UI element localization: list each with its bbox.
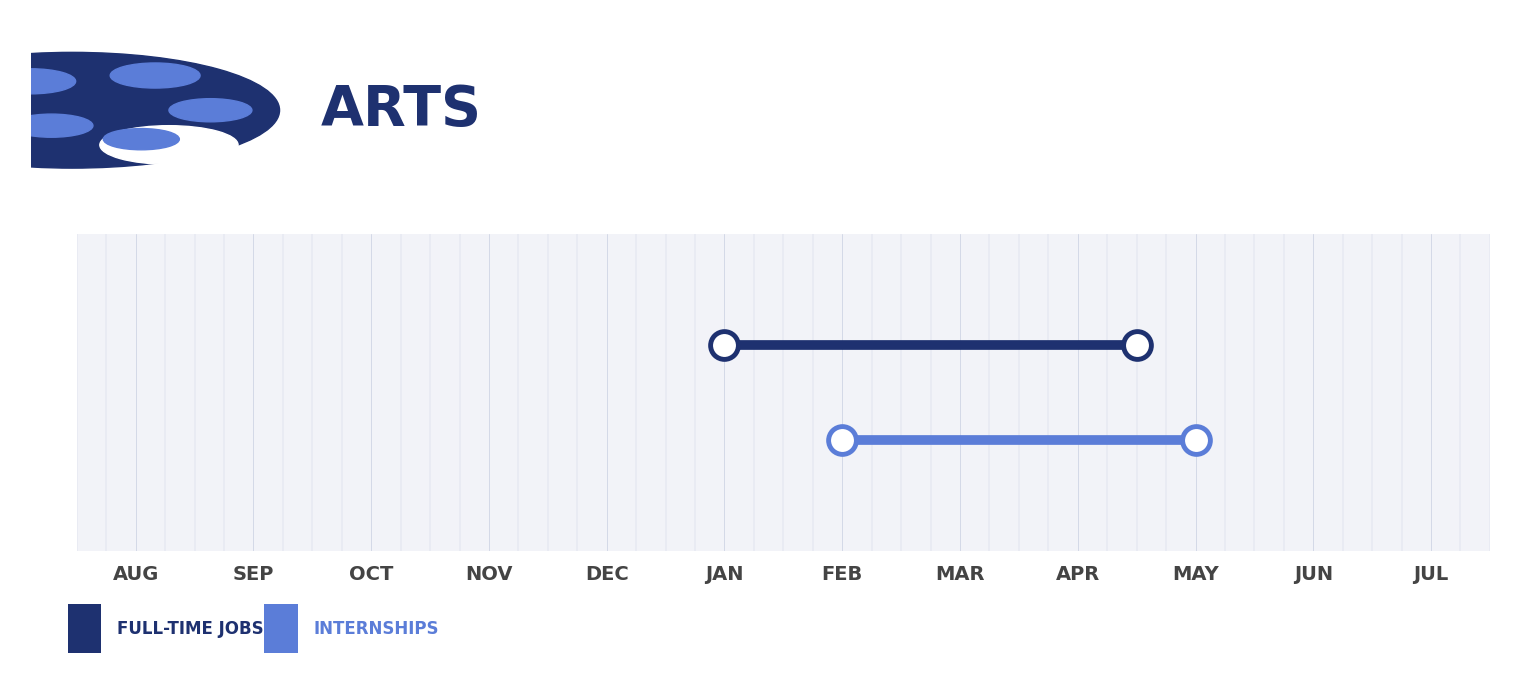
Circle shape: [100, 125, 238, 164]
Circle shape: [0, 69, 75, 94]
Circle shape: [169, 99, 252, 122]
Text: INTERNSHIPS: INTERNSHIPS: [313, 619, 439, 637]
Text: FULL-TIME JOBS: FULL-TIME JOBS: [117, 619, 263, 637]
FancyBboxPatch shape: [264, 604, 298, 653]
FancyBboxPatch shape: [68, 604, 101, 653]
Circle shape: [0, 52, 280, 168]
Text: ARTS: ARTS: [321, 83, 482, 137]
Circle shape: [11, 114, 92, 137]
Circle shape: [103, 129, 180, 150]
Circle shape: [111, 63, 200, 88]
